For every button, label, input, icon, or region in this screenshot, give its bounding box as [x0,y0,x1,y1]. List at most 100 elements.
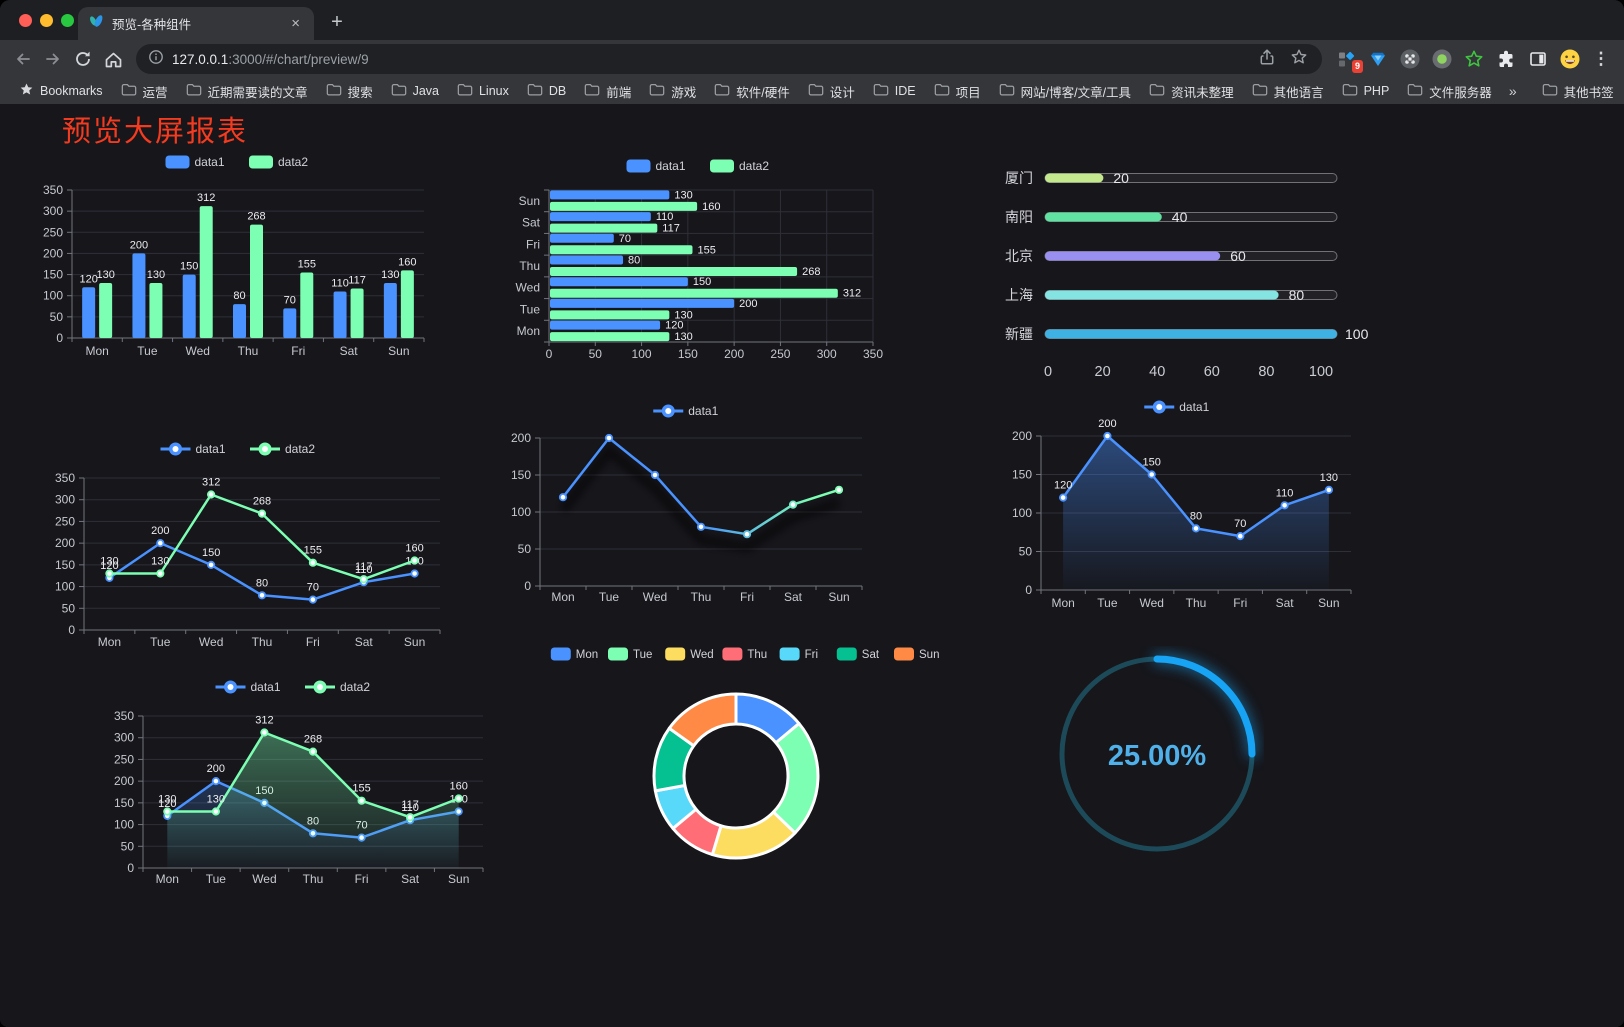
svg-text:268: 268 [253,496,271,508]
bookmark-item[interactable]: 前端 [575,80,640,103]
svg-text:60: 60 [1230,248,1246,264]
svg-text:Mon: Mon [156,872,179,886]
back-button[interactable] [8,44,38,74]
svg-text:Fri: Fri [526,237,540,251]
home-button[interactable] [98,44,128,74]
svg-text:Sat: Sat [355,635,374,649]
bookmark-label: 前端 [606,85,632,100]
svg-text:Wed: Wed [185,344,209,358]
bookmark-item[interactable]: 近期需要读的文章 [177,80,317,103]
bookmark-item[interactable]: 网站/博客/文章/工具 [990,80,1140,103]
forward-button[interactable] [38,44,68,74]
bookmark-item[interactable]: Bookmarks [10,80,112,102]
bookmark-label: 运营 [142,85,168,100]
svg-text:Thu: Thu [747,649,767,661]
svg-text:Fri: Fri [805,649,818,661]
svg-text:data2: data2 [739,159,769,173]
svg-text:Thu: Thu [691,590,712,604]
sidebar-icon[interactable] [1525,45,1551,73]
svg-text:20: 20 [1095,364,1111,380]
svg-text:25.00%: 25.00% [1108,740,1207,772]
bookmarks-overflow-chevron[interactable]: » [1508,83,1517,99]
bookmark-label: 软件/硬件 [736,85,790,100]
tab-close-button[interactable]: × [291,15,300,32]
bookmark-label: 游戏 [671,85,697,100]
svg-text:130: 130 [381,269,399,281]
bookmark-item[interactable]: 运营 [112,80,177,103]
svg-text:200: 200 [207,763,225,775]
folder-icon [584,82,600,100]
green-star-icon[interactable] [1461,45,1487,73]
emoji-icon[interactable] [1557,45,1583,73]
bookmark-item[interactable]: 文件服务器 [1398,80,1501,103]
extension-blocks-icon[interactable]: 9 [1333,45,1363,73]
svg-text:110: 110 [1276,487,1294,499]
svg-text:80: 80 [1258,364,1274,380]
bookmark-item[interactable]: DB [518,80,575,102]
command-circle-icon[interactable] [1397,45,1423,73]
record-circle-icon[interactable] [1429,45,1455,73]
bookmark-item[interactable]: 设计 [799,80,864,103]
bookmark-item[interactable]: 软件/硬件 [705,80,798,103]
svg-text:200: 200 [43,246,63,260]
bookmark-item[interactable]: 资讯未整理 [1140,80,1243,103]
chart-area-single[interactable]: data1 0 50 100 150 200 Mon Tue Wed Thu Fri Sat Sun 12… [985,390,1375,624]
bookmark-label: PHP [1363,84,1390,98]
svg-text:200: 200 [1012,429,1032,443]
svg-text:130: 130 [151,556,169,568]
share-icon[interactable] [1258,48,1276,71]
new-tab-button[interactable]: + [331,10,343,33]
puzzle-icon[interactable] [1493,45,1519,73]
minimize-window-button[interactable] [40,13,53,27]
folder-icon [391,82,407,100]
svg-text:150: 150 [678,347,698,361]
site-info-icon[interactable] [148,49,164,70]
bookmark-star-icon[interactable] [1290,48,1308,71]
chart-horizontal-bar[interactable]: data1 data2 Sun Sat Fri Thu Wed Tue Mon 0 50 100 150… [505,150,897,372]
bookmark-item[interactable]: 搜索 [317,80,382,103]
svg-text:80: 80 [256,577,268,589]
svg-text:Mon: Mon [551,590,574,604]
bookmark-item[interactable]: PHP [1333,80,1399,102]
url-text[interactable]: 127.0.0.1:3000/#/chart/preview/9 [172,52,369,67]
svg-text:Tue: Tue [520,302,541,316]
address-bar[interactable]: 127.0.0.1:3000/#/chart/preview/9 [136,44,1322,74]
svg-text:150: 150 [43,268,63,282]
zoom-window-button[interactable] [61,13,74,27]
svg-text:250: 250 [43,225,63,239]
svg-text:150: 150 [202,547,220,559]
reload-button[interactable] [68,44,98,74]
browser-tab[interactable]: 预览-各种组件 × [78,7,314,40]
browser-toolbar: 127.0.0.1:3000/#/chart/preview/9 9 ⋮ [0,40,1624,78]
bookmark-item[interactable]: 游戏 [640,80,705,103]
bookmark-item[interactable]: Java [382,80,448,102]
kebab-menu-icon[interactable]: ⋮ [1592,49,1610,68]
chart-progress-bars[interactable]: 厦门 20 南阳 40 北京 60 上海 80 新疆 100 0 20 40 60 80 100 [985,154,1383,394]
svg-text:南阳: 南阳 [1005,209,1033,225]
svg-text:20: 20 [1113,170,1129,186]
close-window-button[interactable] [19,13,32,27]
svg-text:155: 155 [352,783,370,795]
svg-text:300: 300 [817,347,837,361]
chart-line-gradient[interactable]: data1 0 50 100 150 200 Mon Tue Wed Thu Fri Sat Sun [488,396,890,616]
chart-grouped-bar[interactable]: data1 data2 0 50 100 150 200 250 300 350 Mon Tue Wed… [28,144,452,372]
chart-line-two-series[interactable]: data1 data2 0 50 100 150 200 250 300 350 Mon Tue Wed… [28,432,454,662]
svg-text:160: 160 [398,256,416,268]
svg-text:Sun: Sun [448,872,469,886]
svg-text:Tue: Tue [1097,596,1118,610]
bookmark-item[interactable]: 项目 [925,80,990,103]
bookmark-item[interactable]: 其他语言 [1243,80,1333,103]
bookmark-item[interactable]: 其他书签 [1533,80,1623,103]
bookmark-label: 设计 [829,85,855,100]
chart-area-two-series[interactable]: data1 data2 0 50 100 150 200 250 300 350 Mon Tue Wed… [95,670,497,900]
bookmark-item[interactable]: IDE [864,80,925,102]
svg-text:110: 110 [401,802,419,814]
vue-devtools-icon[interactable] [1365,45,1391,73]
folder-icon [1252,82,1268,100]
chart-donut[interactable]: Mon Tue Wed Thu Fri Sat Sun [545,636,945,878]
svg-text:Mon: Mon [98,635,121,649]
bookmark-label: 其他语言 [1273,85,1324,100]
chart-gauge[interactable]: 25.00% [1052,646,1264,864]
svg-text:130: 130 [674,331,692,343]
bookmark-item[interactable]: Linux [448,80,518,102]
